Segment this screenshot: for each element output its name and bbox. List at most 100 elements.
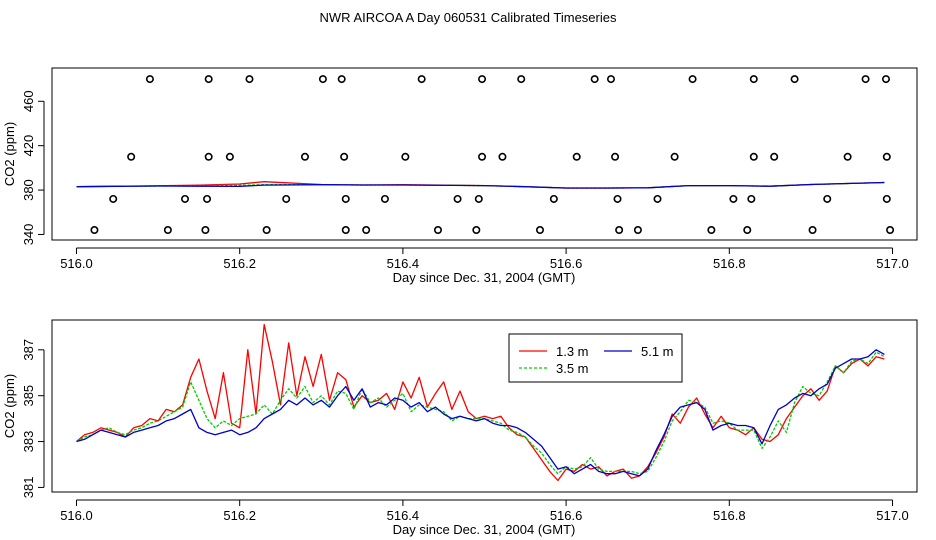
legend-label-3-5m: 3.5 m	[556, 361, 589, 376]
series-line-5-1-m	[76, 349, 885, 477]
calibration-point	[790, 75, 799, 84]
plot-frame	[51, 319, 918, 493]
x-tick-label: 516.0	[60, 256, 93, 271]
x-tick-label: 517.0	[876, 256, 909, 271]
x-axis: 516.0 516.2 516.4 516.6 516.8 517.0	[60, 247, 909, 271]
calibration-point	[572, 152, 581, 161]
calibration-point	[433, 226, 442, 235]
calibration-point	[881, 75, 890, 84]
calibration-point	[340, 152, 349, 161]
calibration-point	[749, 152, 758, 161]
calibration-point	[653, 194, 662, 203]
x-tick-label: 516.2	[223, 256, 256, 271]
calibration-point	[380, 194, 389, 203]
calibration-point	[615, 226, 624, 235]
series-line-3-5-m	[76, 351, 885, 475]
calibration-point	[472, 226, 481, 235]
y-tick-label: 340	[21, 224, 36, 246]
calibration-point	[823, 194, 832, 203]
calibration-point	[611, 152, 620, 161]
calibration-point	[606, 75, 615, 84]
chart-title: NWR AIRCOA A Day 060531 Calibrated Times…	[320, 10, 617, 25]
calibration-point	[886, 226, 895, 235]
y-tick-label: 387	[21, 339, 36, 361]
calibration-point	[282, 194, 291, 203]
x-tick-label: 516.6	[550, 256, 583, 271]
calibration-point	[843, 152, 852, 161]
y-tick-label: 380	[21, 179, 36, 201]
y-axis-label: CO2 (ppm)	[2, 122, 17, 186]
calibration-points	[90, 75, 895, 235]
calibration-point	[300, 152, 309, 161]
y-tick-label: 420	[21, 135, 36, 157]
timeseries-panel: 516.0 516.2 516.4 516.6 516.8 517.0 381 383 385…	[2, 319, 918, 537]
x-tick-label: 517.0	[876, 508, 909, 523]
series-line-5-1-m	[76, 181, 885, 189]
series-line-1-3-m	[76, 181, 885, 189]
calibration-point	[127, 152, 136, 161]
legend-label-5-1m: 5.1 m	[641, 344, 674, 359]
calibration-point	[517, 75, 526, 84]
calibration-point	[808, 226, 817, 235]
calibration-point	[341, 226, 350, 235]
calibration-point	[770, 152, 779, 161]
calibration-panel: 516.0 516.2 516.4 516.6 516.8 517.0 340 380 420…	[2, 67, 918, 285]
calibration-point	[262, 226, 271, 235]
series-lines	[76, 323, 885, 482]
calibration-point	[749, 75, 758, 84]
calibration-point	[478, 75, 487, 84]
calibration-point	[743, 226, 752, 235]
x-tick-label: 516.0	[60, 508, 93, 523]
x-axis: 516.0 516.2 516.4 516.6 516.8 517.0	[60, 499, 909, 523]
calibration-point	[90, 226, 99, 235]
legend-label-1-3m: 1.3 m	[556, 344, 589, 359]
calibration-point	[707, 226, 716, 235]
x-tick-label: 516.4	[387, 508, 420, 523]
calibration-point	[204, 152, 213, 161]
calibration-point	[670, 152, 679, 161]
x-tick-label: 516.2	[223, 508, 256, 523]
calibration-point	[882, 194, 891, 203]
x-axis-label: Day since Dec. 31, 2004 (GMT)	[393, 522, 576, 537]
x-tick-label: 516.8	[713, 508, 746, 523]
calibration-point	[590, 75, 599, 84]
calibration-point	[478, 152, 487, 161]
x-axis-label: Day since Dec. 31, 2004 (GMT)	[393, 270, 576, 285]
x-tick-label: 516.6	[550, 508, 583, 523]
series-lines	[76, 181, 885, 189]
calibration-point	[318, 75, 327, 84]
calibration-point	[453, 194, 462, 203]
calibration-point	[109, 194, 118, 203]
calibration-point	[474, 194, 483, 203]
calibration-point	[747, 194, 756, 203]
y-tick-label: 381	[21, 477, 36, 499]
calibration-point	[203, 194, 212, 203]
y-axis-label: CO2 (ppm)	[2, 374, 17, 438]
calibration-point	[882, 152, 891, 161]
calibration-point	[613, 194, 622, 203]
calibration-point	[341, 194, 350, 203]
calibration-point	[163, 226, 172, 235]
series-line-1-3-m	[76, 323, 885, 482]
plot-frame	[51, 67, 918, 241]
legend: 1.3 m 3.5 m 5.1 m	[508, 333, 683, 383]
y-tick-label: 385	[21, 385, 36, 407]
calibration-point	[498, 152, 507, 161]
calibration-point	[204, 75, 213, 84]
calibration-point	[417, 75, 426, 84]
calibration-point	[633, 226, 642, 235]
legend-box	[508, 333, 683, 383]
calibration-point	[145, 75, 154, 84]
calibration-point	[401, 152, 410, 161]
calibration-point	[535, 226, 544, 235]
calibration-point	[201, 226, 210, 235]
calibration-point	[337, 75, 346, 84]
y-tick-label: 383	[21, 431, 36, 453]
y-tick-label: 460	[21, 90, 36, 112]
calibration-point	[245, 75, 254, 84]
calibration-point	[225, 152, 234, 161]
x-tick-label: 516.8	[713, 256, 746, 271]
calibration-point	[362, 226, 371, 235]
calibration-point	[861, 75, 870, 84]
